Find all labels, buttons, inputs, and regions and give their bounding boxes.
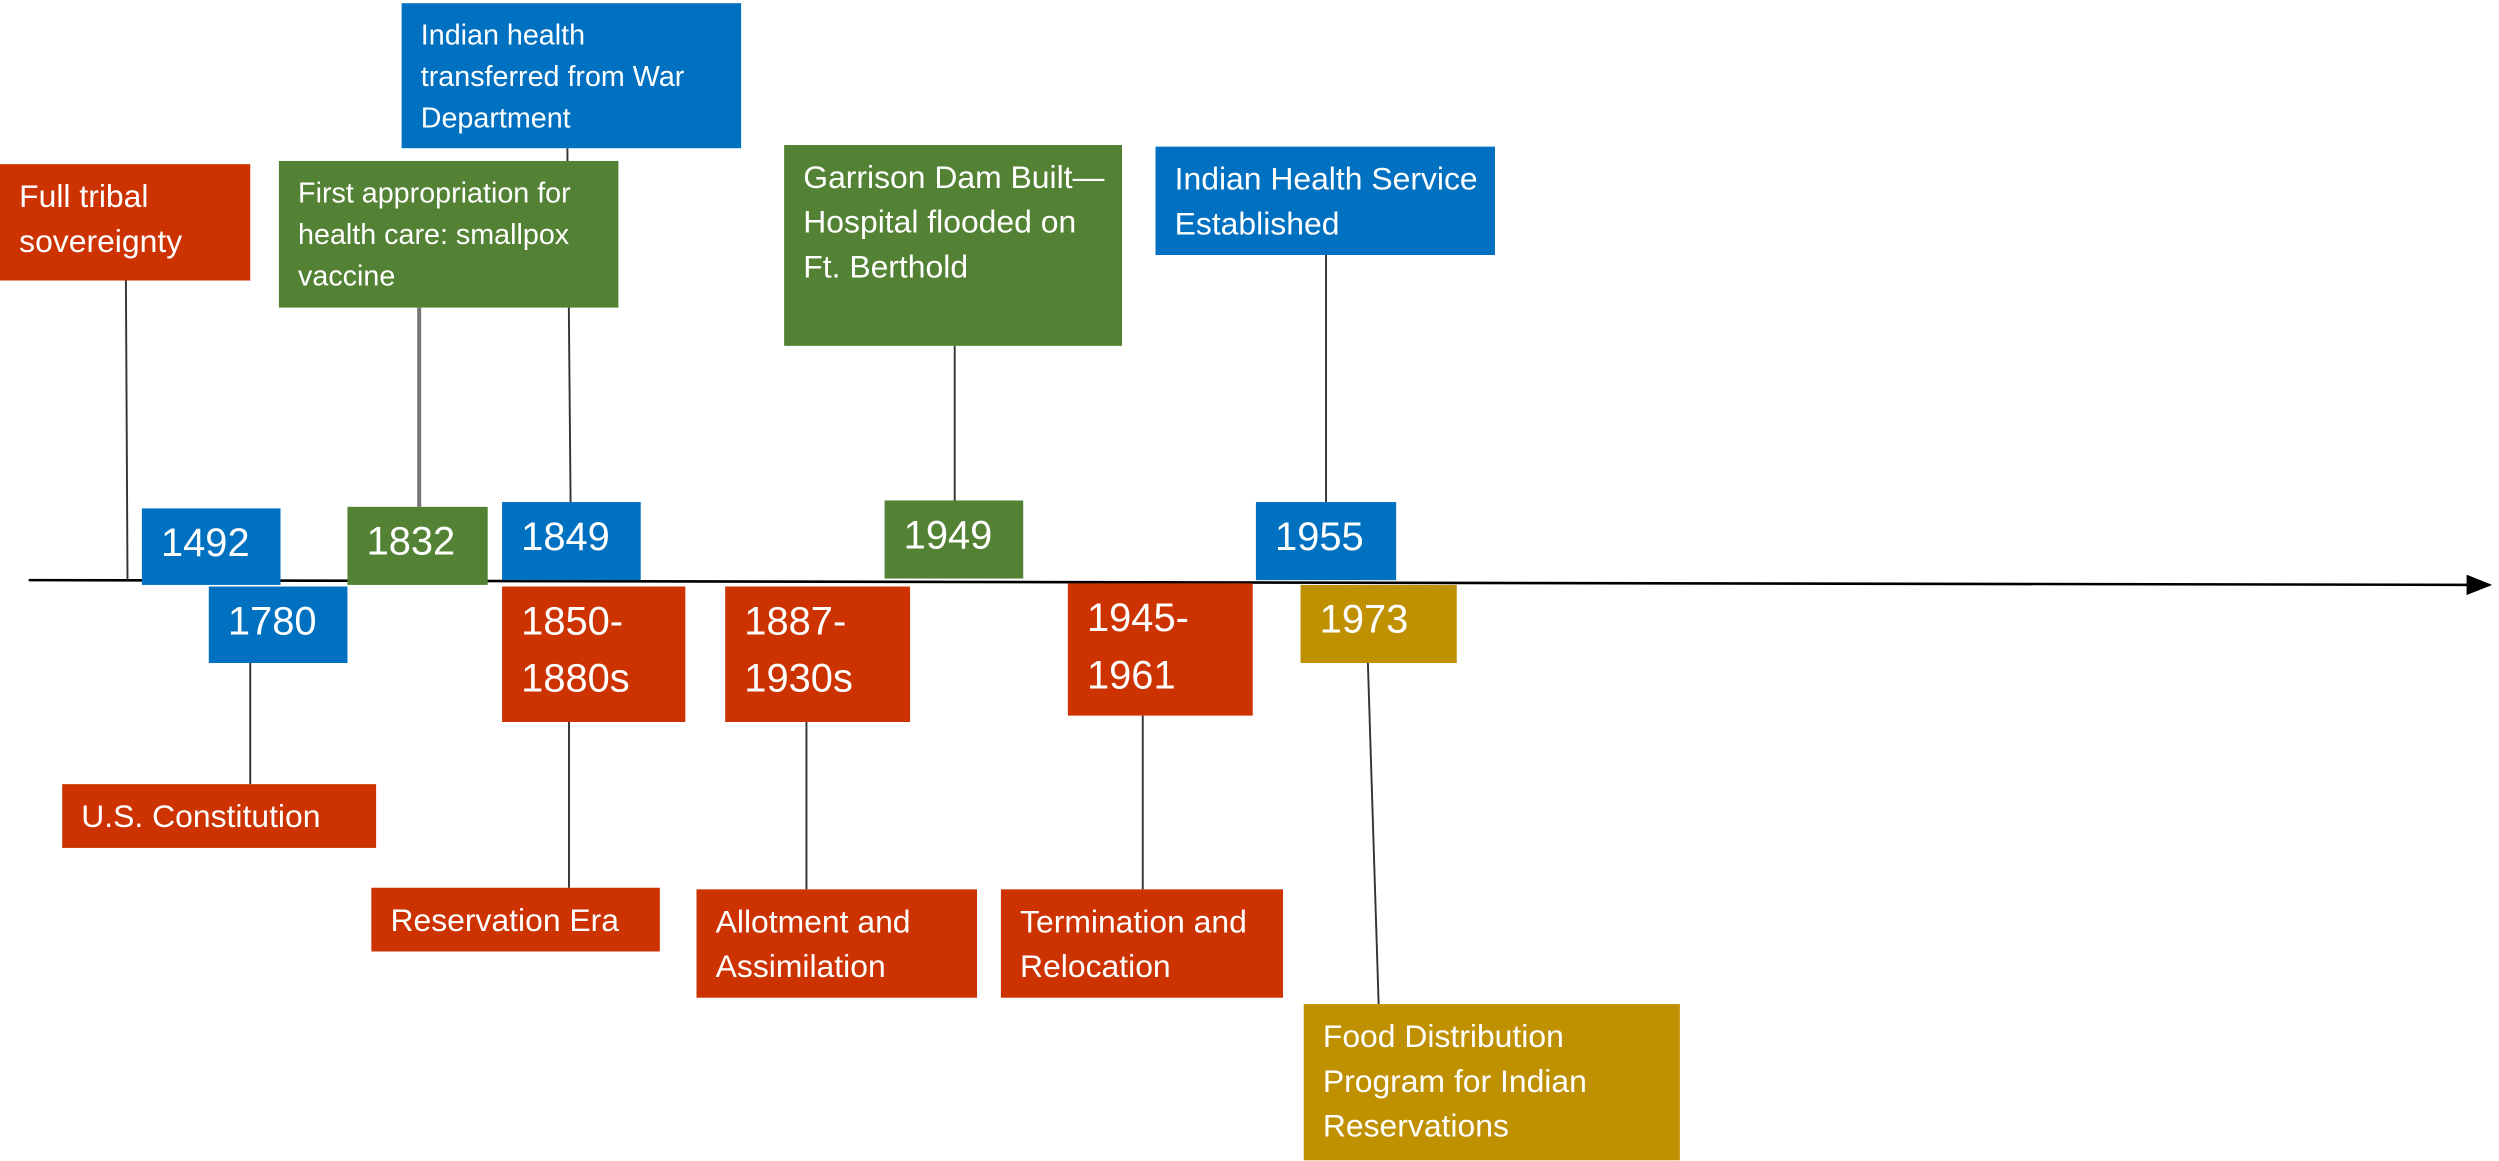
- year-box: 1780: [208, 586, 348, 664]
- event-label: Termination and Relocation: [1000, 889, 1284, 998]
- year-box: 1492: [141, 508, 281, 585]
- event-label: Indian health transferred from War Depar…: [401, 3, 742, 149]
- year-box: 1973: [1300, 584, 1457, 664]
- connector: [1366, 650, 1380, 1005]
- event-label: Full tribal sovereignty: [0, 164, 251, 281]
- year-box: 1850-1880s: [502, 586, 686, 722]
- year-box: 1945-1961: [1067, 583, 1253, 716]
- connector: [124, 280, 129, 581]
- event-label: Indian Health Service Established: [1155, 146, 1495, 256]
- event-label: Garrison Dam Built—Hospital flooded on F…: [784, 145, 1123, 346]
- year-box: 1955: [1255, 502, 1397, 581]
- event-label: U.S. Constitution: [62, 784, 377, 848]
- event-label: Food Distribution Program for Indian Res…: [1303, 1004, 1680, 1161]
- year-box: 1887-1930s: [725, 586, 911, 722]
- year-box: 1832: [347, 506, 488, 585]
- year-box: 1949: [884, 500, 1024, 579]
- event-label: First appropriation for health care: sma…: [278, 160, 619, 308]
- event-label: Allotment and Assimilation: [696, 889, 977, 998]
- event-label: Reservation Era: [371, 887, 660, 952]
- year-box: 1849: [502, 502, 641, 581]
